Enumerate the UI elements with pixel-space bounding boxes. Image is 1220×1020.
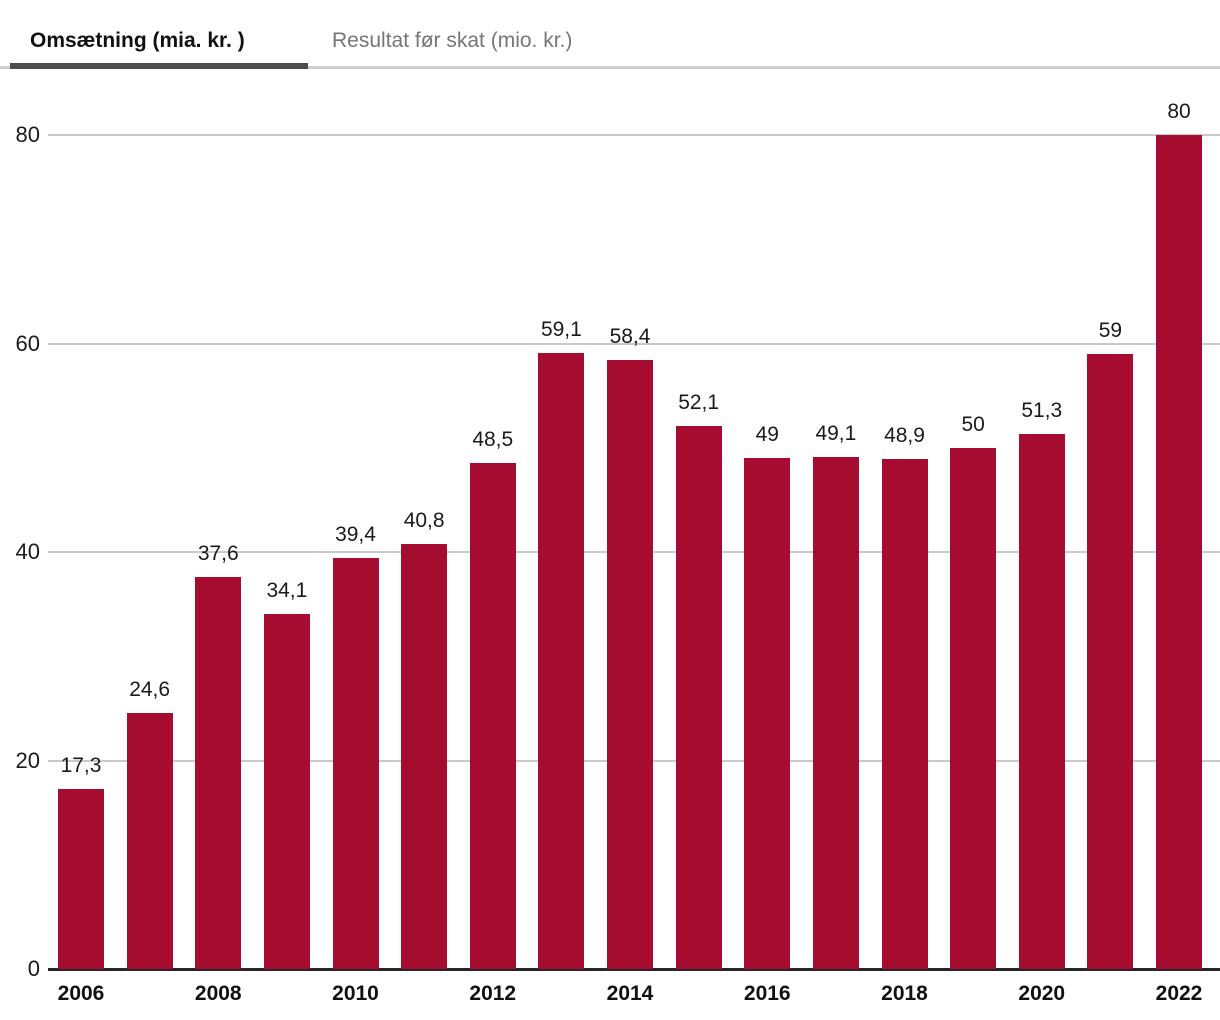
bar-2021[interactable]	[1087, 353, 1134, 969]
bar-value-label: 39,4	[335, 523, 376, 547]
x-axis-tick-label: 2010	[332, 982, 379, 1005]
x-axis-tick-label: 2012	[469, 982, 517, 1005]
bar-2006[interactable]	[58, 788, 104, 969]
bar-2015[interactable]	[675, 425, 722, 969]
bar-value-label: 80	[1167, 100, 1191, 123]
bar-value-label: 49,1	[815, 422, 857, 446]
bar-2008[interactable]	[195, 577, 242, 969]
y-gridline	[48, 342, 1220, 345]
bar-2009[interactable]	[263, 613, 310, 969]
x-axis-tick-label: 2016	[743, 982, 791, 1005]
bar-2017[interactable]	[812, 457, 859, 969]
x-axis-line	[48, 968, 1220, 971]
tab-omsaetning[interactable]: Omsætning (mia. kr. )	[30, 29, 245, 52]
y-axis-tick-label: 0	[27, 956, 40, 981]
bar-value-label: 17,3	[60, 753, 102, 777]
bar-value-label: 34,1	[266, 578, 308, 602]
bar-2019[interactable]	[950, 447, 997, 969]
y-axis-tick-label: 60	[15, 330, 40, 356]
bar-2014[interactable]	[607, 360, 653, 969]
bar-2022[interactable]	[1156, 135, 1202, 969]
bar-2020[interactable]	[1018, 434, 1065, 969]
bar-value-label: 40,8	[403, 508, 445, 532]
bar-value-label: 59	[1098, 318, 1123, 342]
bar-value-label: 48,5	[472, 428, 514, 452]
bar-2013[interactable]	[538, 352, 585, 969]
tab-resultat-foer-skat[interactable]: Resultat før skat (mio. kr.)	[332, 29, 573, 52]
bar-2011[interactable]	[401, 543, 448, 969]
bar-value-label: 52,1	[678, 390, 720, 414]
bar-value-label: 51,3	[1021, 399, 1063, 423]
x-axis-tick-label: 2008	[194, 982, 242, 1005]
bar-2012[interactable]	[469, 463, 516, 969]
x-axis-tick-label: 2022	[1155, 982, 1203, 1005]
active-tab-underline	[10, 63, 308, 69]
x-axis-tick-label: 2014	[606, 982, 654, 1005]
y-axis-tick-label: 20	[15, 747, 40, 773]
bar-value-label: 49	[755, 423, 779, 447]
x-axis-tick-label: 2018	[881, 982, 928, 1005]
bar-value-label: 24,6	[129, 677, 171, 701]
bar-value-label: 37,6	[197, 542, 239, 566]
bar-2007[interactable]	[126, 712, 173, 969]
x-axis-tick-label: 2006	[57, 982, 105, 1005]
bar-2018[interactable]	[881, 459, 928, 969]
bar-2010[interactable]	[332, 558, 379, 969]
bar-2016[interactable]	[744, 458, 791, 969]
bar-value-label: 48,9	[884, 424, 925, 448]
y-axis-tick-label: 40	[15, 539, 40, 564]
x-axis-tick-label: 2020	[1018, 982, 1066, 1005]
y-axis-tick-label: 80	[15, 122, 40, 147]
tab-bar-divider	[0, 66, 1220, 69]
bar-value-label: 50	[961, 412, 985, 436]
y-gridline	[48, 134, 1220, 136]
bar-value-label: 58,4	[609, 325, 651, 349]
bar-value-label: 59,1	[540, 317, 582, 341]
